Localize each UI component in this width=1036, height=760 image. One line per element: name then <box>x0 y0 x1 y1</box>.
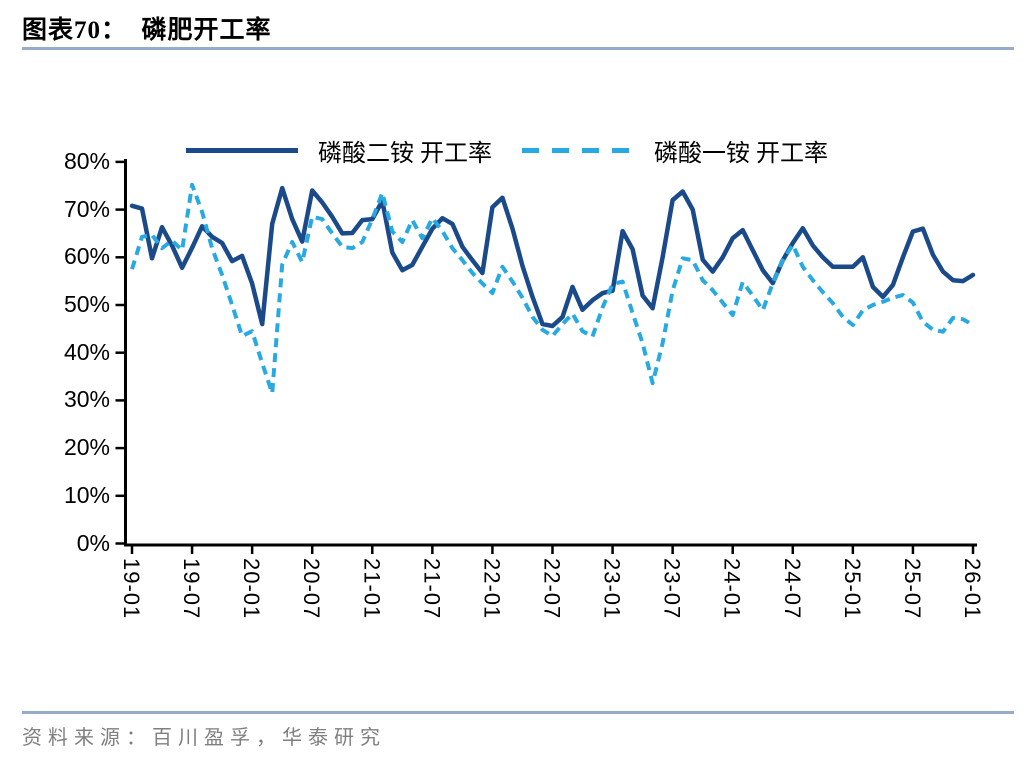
x-tick-label: 21-07 <box>419 558 445 620</box>
y-tick-label: 80% <box>63 147 110 174</box>
x-tick-label: 21-01 <box>359 558 385 620</box>
chart-legend: 磷酸二铵 开工率 磷酸一铵 开工率 <box>186 133 828 168</box>
title-underline <box>22 47 1014 50</box>
y-tick-label: 10% <box>63 481 110 508</box>
x-tick-label: 25-01 <box>839 558 865 620</box>
y-tick-label: 40% <box>63 338 110 365</box>
x-tick-label: 20-07 <box>299 558 325 620</box>
legend-item-map: 磷酸一铵 开工率 <box>522 133 828 168</box>
legend-item-dap: 磷酸二铵 开工率 <box>186 133 492 168</box>
x-tick-label: 24-01 <box>719 558 745 620</box>
y-tick-label: 0% <box>76 529 110 556</box>
x-tick-label: 23-07 <box>659 558 685 620</box>
y-tick-label: 20% <box>63 434 110 461</box>
legend-label-dap: 磷酸二铵 开工率 <box>318 141 492 167</box>
legend-dashed-line-swatch <box>522 148 634 153</box>
series-line-map <box>130 182 974 396</box>
x-tick-label: 24-07 <box>779 558 805 620</box>
y-tick-label: 70% <box>63 195 110 222</box>
x-tick-label: 25-07 <box>899 558 925 620</box>
x-tick-label: 23-01 <box>599 558 625 620</box>
y-tick-label: 30% <box>63 386 110 413</box>
legend-label-map: 磷酸一铵 开工率 <box>654 141 828 167</box>
figure-title: 图表70： 磷肥开工率 <box>22 17 272 44</box>
series-line-dap <box>129 185 976 329</box>
footer-rule <box>22 711 1014 714</box>
y-tick-label: 60% <box>63 243 110 270</box>
x-tick-label: 19-07 <box>179 558 205 620</box>
x-tick-label: 19-01 <box>119 558 144 620</box>
x-tick-label: 26-01 <box>960 558 985 620</box>
source-note: 资料来源：百川盈孚，华泰研究 <box>22 727 386 749</box>
legend-solid-line-swatch <box>186 148 298 153</box>
x-tick-label: 20-01 <box>239 558 265 620</box>
x-tick-label: 22-07 <box>539 558 565 620</box>
x-tick-label: 22-01 <box>479 558 505 620</box>
y-tick-label: 50% <box>63 291 110 317</box>
